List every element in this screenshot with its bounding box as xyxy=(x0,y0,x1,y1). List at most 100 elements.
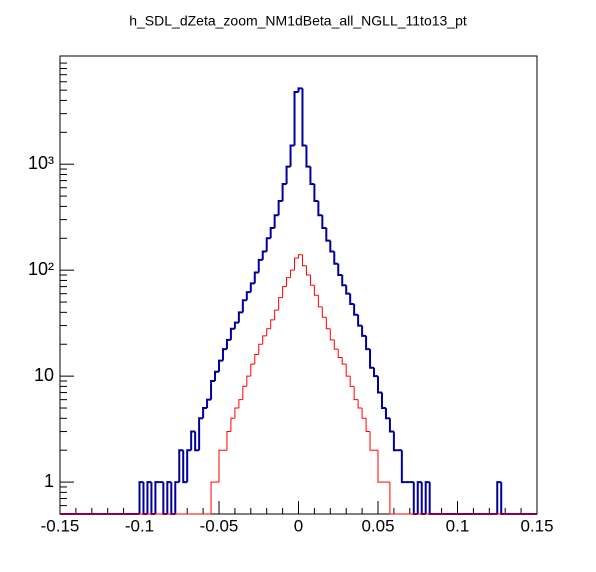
histogram-bin xyxy=(225,338,231,350)
histogram-bin xyxy=(230,417,235,432)
histogram-bin xyxy=(329,240,335,253)
histogram-bin xyxy=(234,407,239,419)
x-tick-label: 0.15 xyxy=(520,516,553,535)
histogram-bin xyxy=(325,317,331,330)
x-tick-label: -0.1 xyxy=(125,516,154,535)
histogram-bin xyxy=(392,431,398,452)
histogram-bin xyxy=(416,481,422,514)
histogram-bin xyxy=(218,359,223,372)
histogram-bin xyxy=(357,314,363,327)
histogram-bin xyxy=(265,237,271,252)
histogram-bin xyxy=(377,376,382,394)
histogram-bin xyxy=(290,269,295,278)
histogram-bin xyxy=(337,263,343,277)
histogram-bin xyxy=(345,364,351,377)
histogram-bin xyxy=(245,291,251,301)
histogram-bin xyxy=(174,481,180,514)
histogram-bin xyxy=(250,363,255,377)
histogram-bin xyxy=(262,335,267,345)
histogram-bin xyxy=(365,418,371,433)
x-tick-label: 0.05 xyxy=(361,516,394,535)
x-tick-label: 0 xyxy=(294,516,303,535)
histogram-bin xyxy=(373,367,378,378)
histogram-bin xyxy=(178,449,184,483)
histogram-bin xyxy=(277,199,283,216)
histogram-bin xyxy=(389,482,394,515)
histogram-bin xyxy=(254,354,259,365)
histogram-bin xyxy=(206,398,212,409)
histogram-bin xyxy=(400,450,406,484)
histogram-bin xyxy=(301,88,307,147)
histogram-bin xyxy=(282,286,287,298)
histogram-bin xyxy=(321,306,327,318)
histogram-bin xyxy=(294,257,299,271)
histogram-bin xyxy=(214,370,219,381)
histogram-bin xyxy=(269,227,275,239)
chart-title: h_SDL_dZeta_zoom_NM1dBeta_all_NGLL_11to1… xyxy=(129,13,467,29)
histogram-bin xyxy=(496,481,502,514)
histogram-bin xyxy=(285,165,291,185)
histogram-bin xyxy=(238,399,243,409)
histogram-bin xyxy=(424,481,430,514)
y-tick-label: 1 xyxy=(44,471,54,491)
histogram-bin xyxy=(317,295,323,308)
histogram-bin xyxy=(249,282,255,293)
histogram-bin xyxy=(345,285,351,295)
histogram-bin xyxy=(349,376,355,387)
histogram-bin xyxy=(313,184,319,202)
histogram-bin xyxy=(325,228,331,242)
histogram-bin xyxy=(301,254,307,267)
histogram-bin xyxy=(218,449,223,483)
histogram-bin xyxy=(166,481,172,514)
histogram-bin xyxy=(357,399,363,409)
histogram-bin xyxy=(242,385,247,400)
histogram-bin xyxy=(154,481,160,514)
histogram-bin xyxy=(305,145,311,168)
y-tick-label: 10² xyxy=(28,259,54,279)
histogram-bin xyxy=(198,417,204,451)
x-tick-label: -0.05 xyxy=(200,516,239,535)
histogram-bin xyxy=(321,215,327,230)
histogram-bin xyxy=(377,450,382,483)
histogram-bin xyxy=(380,392,386,410)
histogram-bin xyxy=(369,431,375,451)
histogram-bin xyxy=(293,91,299,146)
x-tick-label: 0.1 xyxy=(446,516,470,535)
histogram-bin xyxy=(229,327,235,340)
histogram-bin xyxy=(333,251,339,265)
histogram-bin xyxy=(221,348,227,361)
histogram-bin xyxy=(138,481,144,514)
histogram-bin xyxy=(182,450,188,484)
histogram-bin xyxy=(237,311,243,323)
histogram-bin xyxy=(210,379,216,400)
histogram-bin xyxy=(313,285,319,296)
histogram-bin xyxy=(388,418,394,433)
y-tick-label: 10³ xyxy=(28,153,54,173)
histogram-bin xyxy=(281,183,287,201)
histogram-bin xyxy=(257,258,263,273)
histogram-bin xyxy=(317,200,323,217)
histogram-bin xyxy=(194,431,200,452)
y-tick-label: 10 xyxy=(34,365,54,385)
histogram-bin xyxy=(329,328,335,341)
histogram-bin xyxy=(349,293,355,305)
histogram-bin xyxy=(289,144,295,167)
histogram-bin xyxy=(361,325,367,337)
histogram-bin xyxy=(341,275,347,287)
histogram-bin xyxy=(309,275,315,286)
histogram-bin xyxy=(337,349,343,358)
histogram-bin xyxy=(273,214,279,229)
histogram-bin xyxy=(226,431,231,451)
histogram-bin xyxy=(253,271,259,284)
histogram-bin xyxy=(233,321,239,329)
histogram-bin xyxy=(361,408,367,419)
histogram-bin xyxy=(333,339,339,350)
histogram-bin xyxy=(266,328,271,336)
x-tick-label: -0.15 xyxy=(41,516,80,535)
histogram-bin xyxy=(241,299,247,313)
histogram-bin xyxy=(146,481,152,514)
histogram-bin xyxy=(297,87,303,93)
